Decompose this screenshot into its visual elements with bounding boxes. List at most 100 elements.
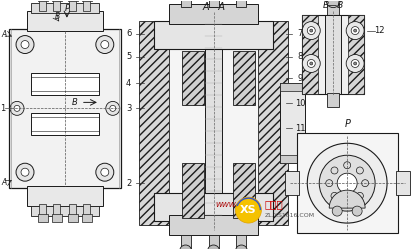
Bar	[52, 0, 62, 1]
Bar	[325, 15, 340, 94]
Bar	[52, 214, 62, 222]
Circle shape	[325, 0, 339, 8]
Bar	[236, 0, 246, 7]
Text: 10: 10	[294, 99, 305, 108]
Circle shape	[235, 197, 261, 223]
Circle shape	[343, 162, 350, 169]
Circle shape	[21, 168, 29, 176]
Bar	[153, 193, 273, 221]
Bar	[204, 17, 222, 229]
Circle shape	[336, 173, 356, 193]
Bar	[326, 93, 338, 107]
Circle shape	[14, 105, 20, 111]
Circle shape	[95, 163, 114, 181]
Wedge shape	[328, 190, 364, 208]
Text: 9: 9	[297, 74, 302, 83]
Bar	[233, 163, 255, 218]
Bar	[280, 83, 304, 163]
Bar	[181, 163, 203, 218]
Text: B: B	[54, 12, 59, 21]
Circle shape	[207, 245, 219, 249]
Bar	[31, 206, 99, 216]
Text: 2: 2	[126, 179, 131, 188]
Bar	[31, 113, 99, 135]
Bar	[168, 21, 258, 225]
Circle shape	[351, 206, 361, 216]
Circle shape	[325, 180, 332, 187]
Bar	[68, 0, 78, 1]
Circle shape	[353, 62, 356, 65]
Bar	[39, 0, 46, 11]
Text: A: A	[2, 30, 7, 39]
Circle shape	[306, 143, 386, 223]
Bar	[297, 133, 397, 233]
Text: B: B	[72, 98, 78, 107]
Circle shape	[356, 192, 363, 199]
Bar	[395, 171, 409, 195]
Text: 11: 11	[294, 124, 305, 133]
Bar	[27, 186, 102, 206]
Circle shape	[306, 27, 314, 35]
Text: 3: 3	[126, 104, 131, 113]
Bar	[82, 0, 92, 1]
Bar	[258, 21, 287, 225]
Bar	[301, 15, 318, 94]
Bar	[181, 51, 203, 105]
Bar	[168, 215, 258, 235]
Bar	[168, 4, 258, 24]
Bar	[39, 204, 46, 216]
Circle shape	[309, 29, 312, 32]
Circle shape	[106, 101, 119, 115]
Bar	[9, 29, 121, 188]
Bar	[68, 214, 78, 222]
Bar	[69, 0, 76, 11]
Circle shape	[21, 41, 29, 49]
Bar	[236, 235, 246, 249]
Bar	[83, 204, 90, 216]
Text: A: A	[2, 178, 7, 187]
Text: XS: XS	[240, 205, 256, 215]
Bar	[328, 0, 336, 3]
Bar	[138, 21, 168, 225]
Circle shape	[301, 22, 320, 40]
Bar	[31, 73, 99, 95]
Text: B—B: B—B	[322, 1, 343, 10]
Circle shape	[350, 60, 358, 67]
Circle shape	[361, 180, 368, 187]
Bar	[53, 0, 60, 11]
Bar	[208, 0, 218, 7]
Bar	[38, 0, 48, 1]
Circle shape	[330, 167, 337, 174]
Text: 6: 6	[126, 29, 131, 38]
Circle shape	[16, 36, 34, 54]
Bar	[285, 171, 299, 195]
Text: A—A: A—A	[202, 2, 225, 12]
Bar	[233, 51, 255, 105]
Text: P: P	[64, 4, 69, 13]
Text: 1: 1	[0, 104, 6, 113]
Circle shape	[318, 155, 374, 211]
Circle shape	[343, 198, 350, 205]
Bar	[31, 3, 99, 13]
Text: ZL.XS1616.COM: ZL.XS1616.COM	[264, 213, 314, 218]
Bar	[83, 0, 90, 11]
Circle shape	[345, 22, 363, 40]
Bar	[180, 0, 190, 7]
Circle shape	[301, 55, 320, 72]
Bar	[280, 83, 304, 91]
Text: 4: 4	[126, 79, 131, 88]
Circle shape	[306, 60, 314, 67]
Circle shape	[109, 105, 116, 111]
Bar	[69, 204, 76, 216]
Circle shape	[330, 192, 337, 199]
Circle shape	[16, 163, 34, 181]
Text: P: P	[343, 119, 349, 129]
Text: WWW.: WWW.	[215, 202, 237, 208]
Bar	[301, 15, 363, 94]
Bar	[38, 214, 48, 222]
Text: 8: 8	[297, 52, 302, 61]
Bar	[153, 21, 273, 49]
Bar	[27, 11, 102, 31]
Circle shape	[101, 168, 109, 176]
Circle shape	[350, 27, 358, 35]
